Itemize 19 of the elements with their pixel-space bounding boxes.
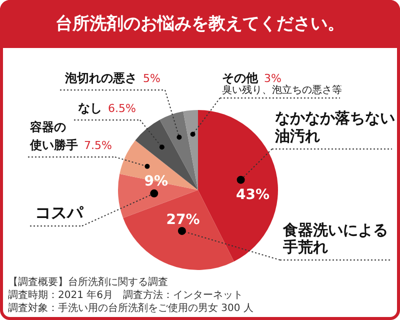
slice-label: 容器の使い勝手 xyxy=(29,120,78,152)
slice-label: 食器洗いによる手荒れ xyxy=(282,221,388,256)
slice-label: なかなか落ちない油汚れ xyxy=(274,109,395,145)
data-label: 6.5% xyxy=(108,102,136,115)
slice-label: 泡切れの悪さ xyxy=(64,71,137,85)
data-label: 43% xyxy=(236,186,270,203)
data-label: 9% xyxy=(144,173,168,190)
slice-label: なし xyxy=(78,101,102,115)
chart-title: 台所洗剤のお悩みを教えてください。 xyxy=(54,13,346,35)
text: 【調査概要】台所洗剤に関する調査 xyxy=(8,276,169,289)
text: 調査時期：2021 年6月 調査方法：インターネット xyxy=(8,289,244,302)
data-label: 3% xyxy=(264,72,282,85)
data-label: 7.5% xyxy=(84,139,112,152)
slice-label: コスパ xyxy=(35,203,84,222)
data-label: 27% xyxy=(166,212,200,228)
slice-label: その他 xyxy=(222,71,259,85)
data-label: 5% xyxy=(143,72,160,85)
text: 臭い残り、泡立ちの悪さ等 xyxy=(222,85,342,96)
text: 調査対象：手洗い用の台所洗剤をご使用の男女 300 人 xyxy=(8,302,254,315)
